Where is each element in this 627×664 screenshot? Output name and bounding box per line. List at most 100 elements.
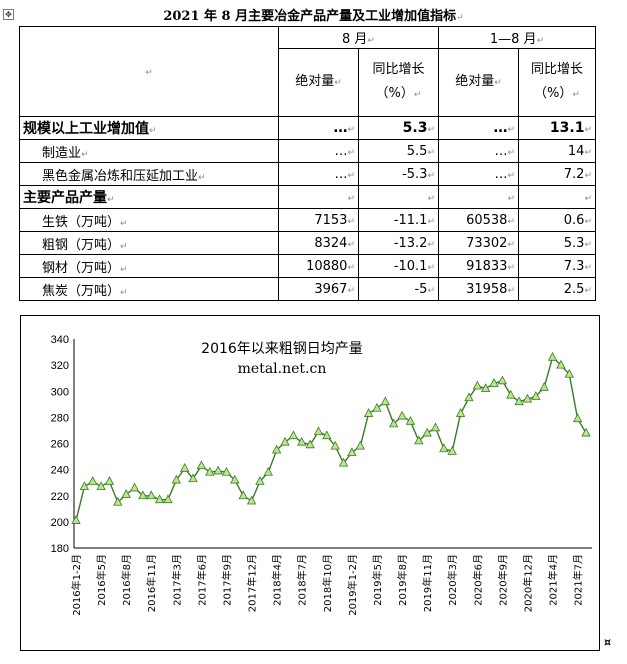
- data-point: [263, 466, 273, 476]
- table-row: 钢材（万吨）↵ 10880↵ -10.1↵ 91833↵ 7.3↵: [19, 254, 596, 278]
- data-point: [372, 402, 382, 412]
- value-cell: 14↵: [518, 139, 596, 163]
- data-point: [146, 490, 156, 500]
- data-point: [305, 439, 315, 449]
- value-cell: 8324↵: [278, 231, 359, 255]
- chart-subtitle: metal.net.cn: [238, 361, 327, 377]
- data-point: [113, 496, 123, 506]
- data-point: [514, 396, 524, 406]
- y-tick-label: 180: [51, 543, 69, 555]
- cell-value: …: [333, 120, 348, 136]
- data-point: [154, 494, 165, 504]
- data-point: [539, 381, 549, 391]
- header-corner-cell: ↵: [19, 26, 279, 117]
- data-point: [430, 422, 441, 432]
- table-row: 规模以上工业增加值↵ …↵ 5.3↵ …↵ 13.1↵: [19, 116, 596, 140]
- row-label-cell: 规模以上工业增加值↵: [19, 116, 279, 140]
- data-point: [347, 447, 357, 457]
- row-label: 粗钢（万吨）: [42, 237, 121, 253]
- value-cell: -10.1↵: [358, 254, 439, 278]
- cell-value: 73302: [466, 235, 508, 251]
- cell-value: 31958: [466, 281, 508, 297]
- x-tick-label: 2018年7月: [296, 554, 309, 606]
- value-cell: 5.5↵: [358, 139, 439, 163]
- data-point: [447, 445, 457, 455]
- row-label-cell: 钢材（万吨）↵: [19, 254, 279, 278]
- value-cell: …↵: [278, 162, 359, 186]
- data-point: [313, 426, 324, 436]
- y-tick-labels: 180 200 220 240 260 280 300 320 340: [51, 334, 69, 555]
- x-tick-label: 2020年6月: [471, 554, 484, 606]
- indicator-table: ↵ 8 月↵ 1—8 月↵ 绝对量↵ 同比增长（%）↵ 绝对量↵ 同比增长（%）…: [19, 26, 596, 301]
- value-cell: 5.3↵: [358, 116, 439, 140]
- data-point: [439, 443, 449, 453]
- table-row: 生铁（万吨）↵ 7153↵ -11.1↵ 60538↵ 0.6↵: [19, 208, 596, 232]
- data-point: [196, 460, 207, 470]
- value-cell: 13.1↵: [518, 116, 596, 140]
- data-point: [271, 444, 282, 454]
- value-cell: 31958↵: [438, 277, 519, 301]
- document-title: 2021 年 8 月主要冶金产品产量及工业增加值指标↵: [0, 5, 627, 24]
- cell-value: …: [494, 166, 508, 182]
- cell-value: …: [334, 166, 348, 182]
- data-point: [380, 396, 391, 406]
- paragraph-mark: ↵: [456, 13, 464, 23]
- y-tick-label: 200: [51, 517, 69, 529]
- data-point: [489, 378, 499, 387]
- cell-value: 8324: [314, 235, 348, 251]
- data-point: [288, 430, 299, 440]
- x-tick-label: 2021年4月: [547, 554, 560, 606]
- data-point: [246, 495, 257, 505]
- value-cell: 60538↵: [438, 208, 519, 232]
- x-tick-label: 2019年5月: [371, 554, 384, 606]
- value-cell: …↵: [278, 116, 359, 140]
- row-label: 规模以上工业增加值: [23, 121, 149, 137]
- header-absolute-month: 绝对量↵: [278, 48, 359, 117]
- table-row: 焦炭（万吨）↵ 3967↵ -5↵ 31958↵ 2.5↵: [19, 277, 596, 301]
- data-point: [104, 476, 115, 485]
- data-point: [581, 427, 591, 437]
- data-point: [180, 462, 190, 472]
- x-tick-label: 2020年9月: [496, 554, 509, 606]
- value-cell: 7.3↵: [518, 254, 596, 278]
- header-row-measures: 绝对量↵ 同比增长（%）↵ 绝对量↵ 同比增长（%）↵: [20, 48, 596, 117]
- cell-value: 0.6: [563, 212, 585, 228]
- header-absolute-ytd: 绝对量↵: [438, 48, 519, 117]
- data-point: [280, 436, 290, 446]
- row-label-cell: 生铁（万吨）↵: [19, 208, 279, 232]
- header-period-ytd: 1—8 月↵: [438, 26, 596, 49]
- table-row: 主要产品产量↵ ↵ ↵ ↵ ↵: [19, 185, 596, 209]
- y-tick-label: 340: [51, 334, 69, 346]
- y-tick-label: 220: [51, 491, 69, 503]
- data-point: [472, 380, 482, 390]
- value-cell: ↵: [518, 185, 596, 209]
- row-label-cell: 主要产品产量↵: [19, 185, 279, 209]
- value-cell: 91833↵: [438, 254, 519, 278]
- row-label-cell: 粗钢（万吨）↵: [19, 231, 279, 255]
- value-cell: …↵: [278, 139, 359, 163]
- data-point: [297, 436, 307, 446]
- chart-frame: [20, 315, 600, 651]
- data-point: [572, 413, 583, 423]
- x-tick-labels: 2016年1-2月 2016年5月 2016年8月 2016年11月 2017年3月 20…: [70, 554, 585, 616]
- data-point: [464, 392, 474, 402]
- value-cell: 2.5↵: [518, 277, 596, 301]
- table-move-handle-icon[interactable]: ✥: [3, 9, 14, 20]
- x-tick-label: 2018年4月: [271, 554, 284, 606]
- data-point: [121, 489, 131, 498]
- x-tick-label: 2020年12月: [521, 554, 534, 612]
- data-point: [230, 474, 240, 484]
- cell-value: 5.5: [406, 143, 428, 159]
- row-label: 黑色金属冶炼和压延加工业: [42, 168, 199, 184]
- table-row: 黑色金属冶炼和压延加工业↵ …↵ -5.3↵ …↵ 7.2↵: [19, 162, 596, 186]
- header-period-month: 8 月↵: [278, 26, 439, 49]
- cell-value: -5.3: [402, 166, 428, 182]
- x-tick-label: 2016年11月: [145, 554, 158, 612]
- value-cell: 7153↵: [278, 208, 359, 232]
- crude-steel-chart: 2016年以来粗钢日均产量 metal.net.cn 180 200 220 240 2…: [20, 315, 600, 651]
- cell-value: …: [334, 143, 348, 159]
- value-cell: ↵: [358, 185, 439, 209]
- x-tick-label: 2017年3月: [170, 554, 183, 606]
- x-tick-label: 2019年11月: [421, 554, 434, 612]
- data-point: [205, 466, 215, 476]
